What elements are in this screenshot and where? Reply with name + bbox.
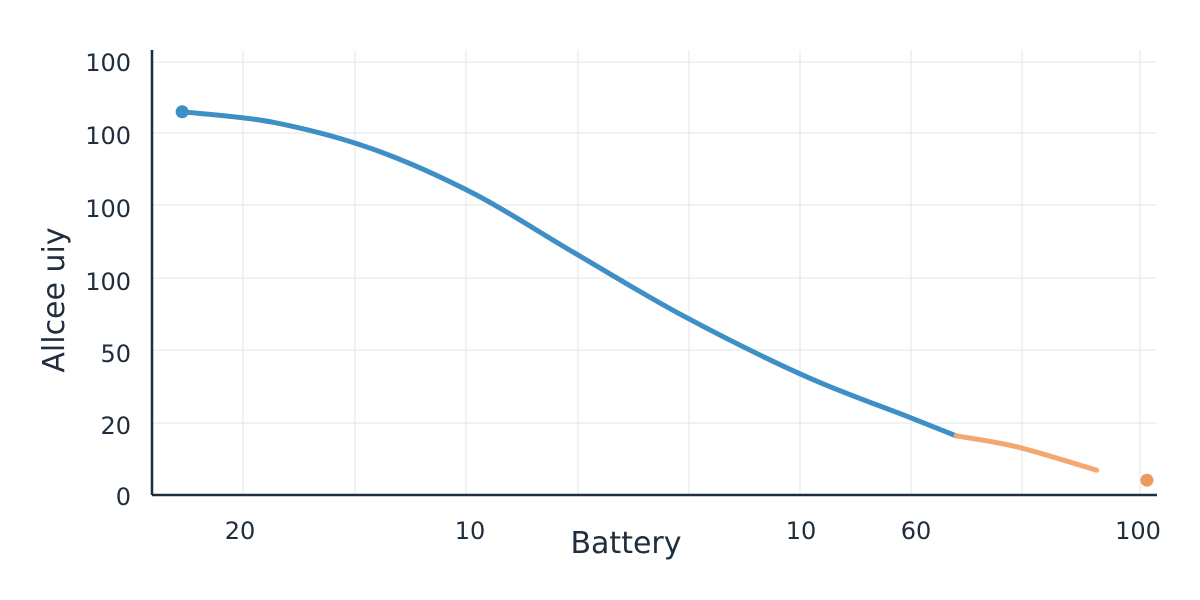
x-tick-label: 10 (455, 517, 486, 545)
series-line-2 (953, 433, 1100, 473)
y-tick-label: 100 (85, 49, 131, 77)
data-point-marker-1 (175, 105, 189, 119)
y-tick-label: 20 (100, 412, 131, 440)
y-tick-label: 0 (116, 483, 131, 511)
y-tick-label: 50 (100, 340, 131, 368)
x-tick-label: 100 (1115, 517, 1161, 545)
x-tick-label: 60 (901, 517, 932, 545)
x-tick-labels: 20 10 10 60 100 (225, 517, 1161, 545)
marker-layer (175, 105, 1154, 487)
series-layer (179, 109, 1100, 473)
x-axis-title: Battery (570, 526, 681, 561)
series-line-1 (179, 109, 959, 439)
grid (152, 50, 1157, 495)
y-tick-label: 100 (85, 195, 131, 223)
y-tick-labels: 100 100 100 100 50 20 0 (85, 49, 131, 511)
y-tick-label: 100 (85, 268, 131, 296)
x-tick-label: 20 (225, 517, 256, 545)
y-tick-label: 100 (85, 122, 131, 150)
data-point-marker-2 (1140, 473, 1154, 487)
y-axis-title: Allcee uiy (37, 227, 72, 372)
x-tick-label: 10 (786, 517, 817, 545)
